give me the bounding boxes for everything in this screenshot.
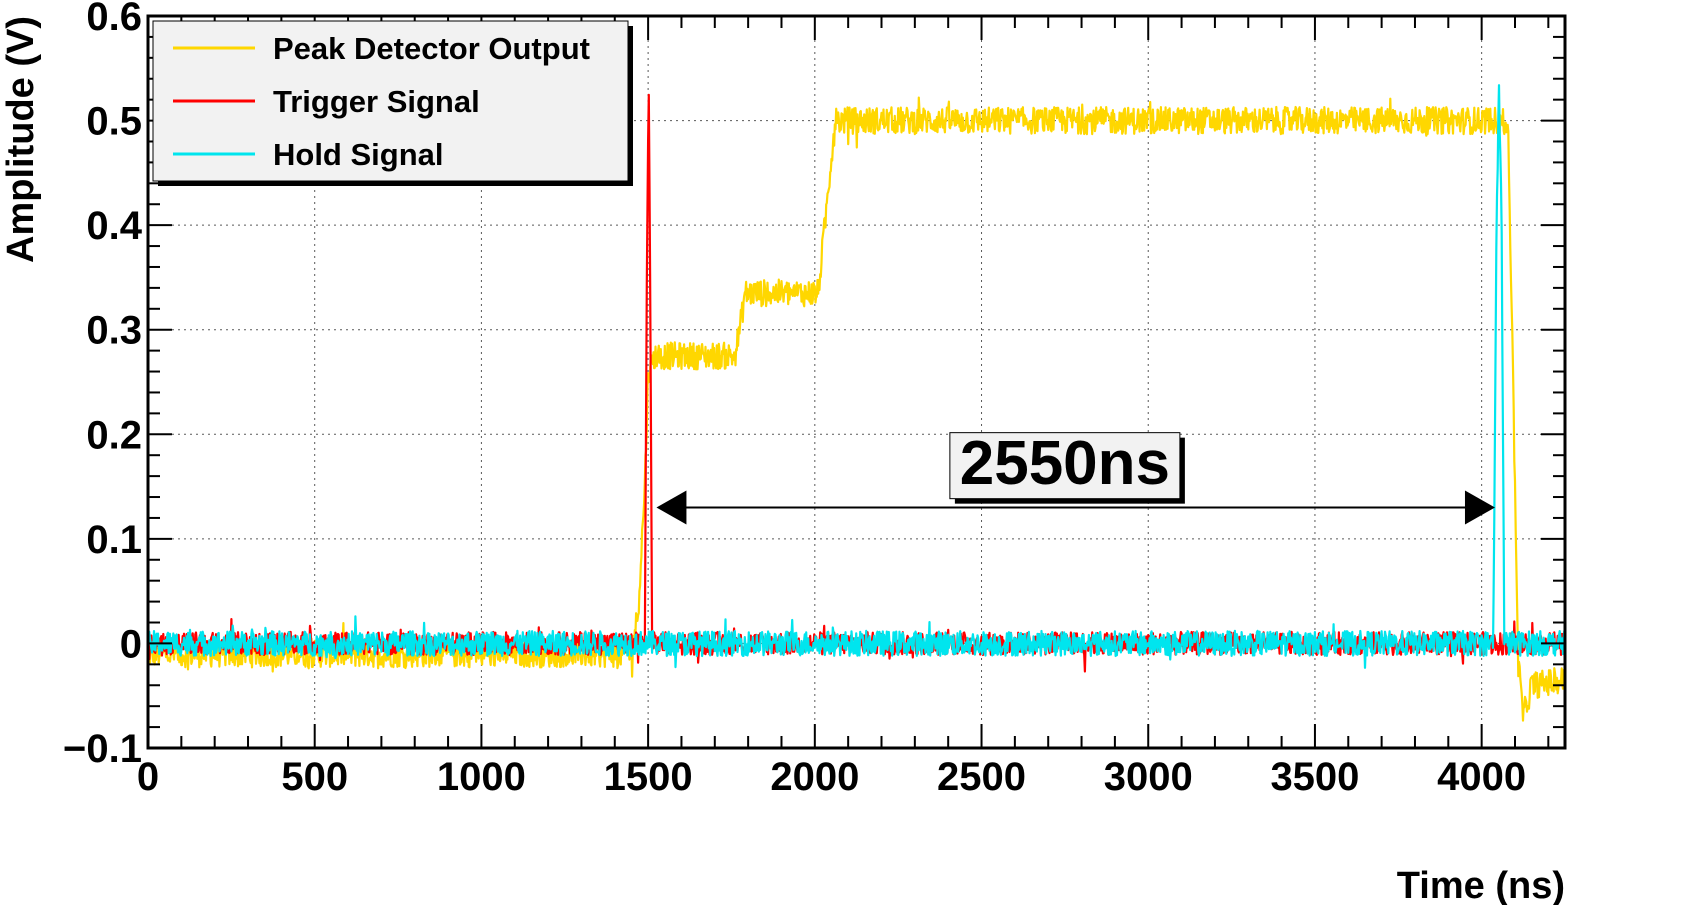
x-tick-label: 3500: [1270, 755, 1359, 799]
annotation-layer: 2550ns: [656, 429, 1495, 525]
span-arrow-head-left: [656, 490, 687, 525]
y-tick-label: 0.5: [86, 100, 142, 144]
legend-label-trigger-signal: Trigger Signal: [273, 84, 480, 119]
y-tick-label: 0.2: [86, 413, 142, 457]
y-axis-title: Amplitude (V): [0, 16, 42, 263]
x-tick-labels: 0 500 1000 1500 2000 2500 3000 3500 4000: [137, 755, 1526, 799]
legend-label-peak-detector-output: Peak Detector Output: [273, 31, 590, 66]
series-line-hold-signal: [147, 84, 1567, 669]
x-tick-label: 500: [281, 755, 348, 799]
legend-label-hold-signal: Hold Signal: [273, 137, 444, 172]
series-line-peak-detector-output: [147, 96, 1567, 722]
y-tick-label: 0: [120, 622, 142, 666]
y-tick-label: 0.1: [86, 518, 142, 562]
y-tick-labels: −0.1 0 0.1 0.2 0.3 0.4 0.5 0.6: [63, 0, 143, 771]
legend: Peak Detector Output Trigger Signal Hold…: [152, 20, 633, 186]
x-tick-label: 2000: [770, 755, 859, 799]
x-tick-label: 1500: [604, 755, 693, 799]
x-tick-label: 4000: [1437, 755, 1526, 799]
x-tick-label: 3000: [1104, 755, 1193, 799]
x-axis-title: Time (ns): [1397, 865, 1565, 905]
y-tick-label: −0.1: [63, 727, 142, 771]
plot-frame: [146, 14, 1567, 750]
series-layer: [146, 84, 1567, 722]
minor-ticks: [147, 15, 1565, 749]
frame-layer: [146, 14, 1567, 750]
x-tick-label: 0: [137, 755, 159, 799]
span-label: 2550ns: [960, 429, 1170, 498]
x-tick-label: 1000: [437, 755, 526, 799]
span-arrow-head-right: [1464, 490, 1495, 525]
y-tick-label: 0.6: [86, 0, 142, 39]
y-tick-label: 0.4: [86, 204, 142, 248]
y-tick-label: 0.3: [86, 309, 142, 353]
x-tick-label: 2500: [937, 755, 1026, 799]
span-label-box: [949, 432, 1181, 500]
